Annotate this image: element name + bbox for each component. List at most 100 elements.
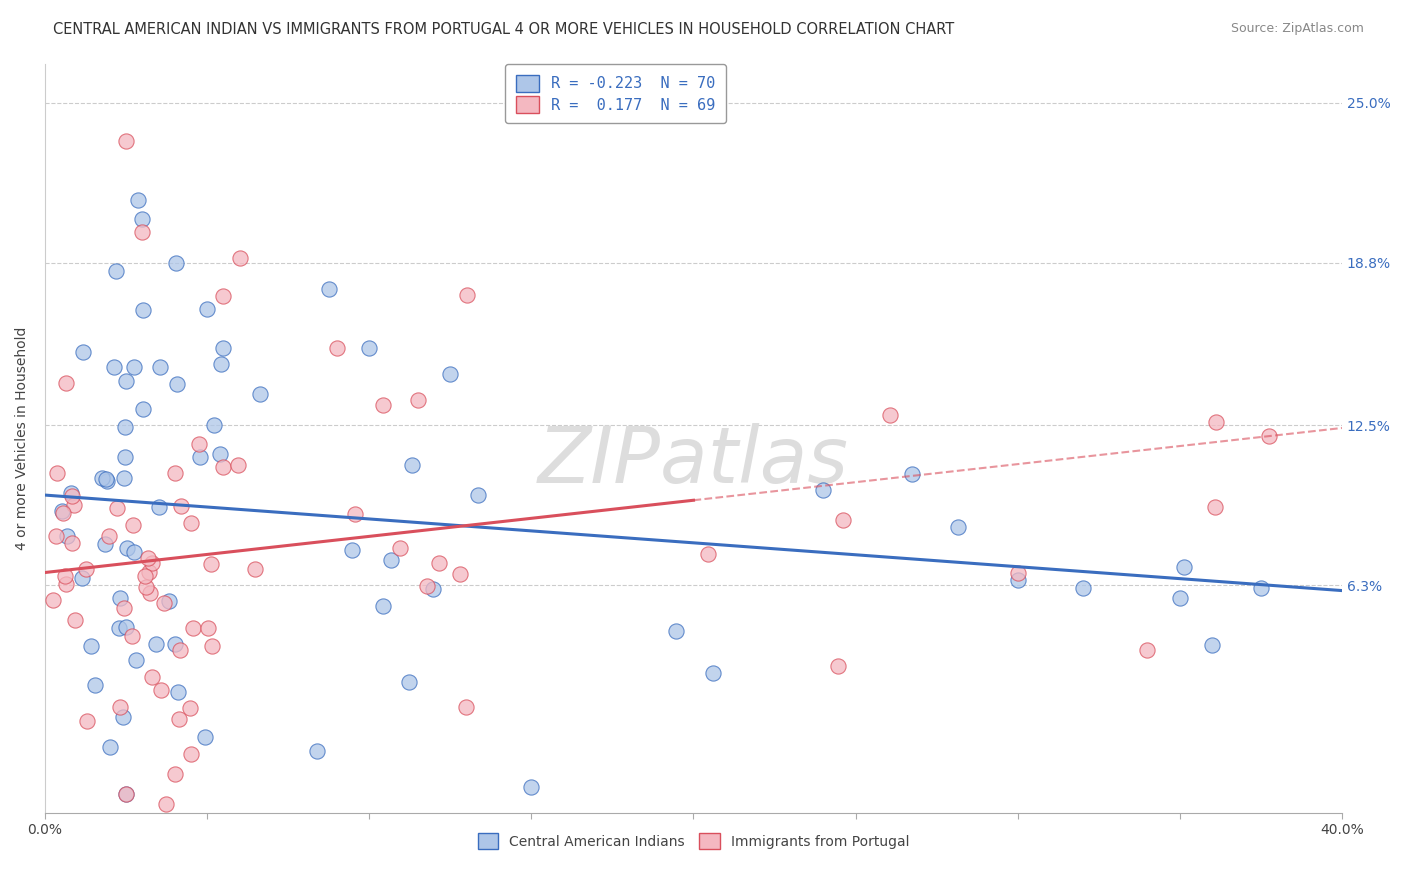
Point xyxy=(108,699,131,714)
Point xyxy=(1071,581,1094,595)
Point xyxy=(181,621,204,635)
Point xyxy=(901,467,924,481)
Point xyxy=(108,591,131,605)
Point xyxy=(228,251,250,265)
Point xyxy=(194,730,217,744)
Point xyxy=(163,767,186,781)
Point xyxy=(169,500,191,514)
Point xyxy=(180,747,202,761)
Point xyxy=(179,701,201,715)
Point xyxy=(56,529,79,543)
Point xyxy=(111,710,134,724)
Point xyxy=(401,458,423,472)
Text: ZIPatlas: ZIPatlas xyxy=(538,423,849,499)
Point xyxy=(149,682,172,697)
Point xyxy=(211,459,233,474)
Point xyxy=(124,544,146,558)
Point xyxy=(139,586,162,600)
Point xyxy=(318,282,340,296)
Point xyxy=(60,486,83,500)
Point xyxy=(114,450,136,464)
Point xyxy=(75,561,97,575)
Point xyxy=(389,541,412,555)
Point xyxy=(52,506,75,520)
Point xyxy=(380,553,402,567)
Point xyxy=(72,345,94,359)
Point xyxy=(131,225,153,239)
Point xyxy=(112,601,135,615)
Point xyxy=(96,474,118,488)
Point xyxy=(83,678,105,692)
Point xyxy=(1205,415,1227,429)
Point xyxy=(197,621,219,635)
Point xyxy=(249,386,271,401)
Point xyxy=(79,639,101,653)
Y-axis label: 4 or more Vehicles in Household: 4 or more Vehicles in Household xyxy=(15,326,30,550)
Point xyxy=(98,529,121,543)
Point xyxy=(200,558,222,572)
Point xyxy=(188,450,211,465)
Point xyxy=(208,447,231,461)
Point xyxy=(371,398,394,412)
Point xyxy=(343,507,366,521)
Point xyxy=(60,489,83,503)
Point xyxy=(141,670,163,684)
Point xyxy=(122,359,145,374)
Text: CENTRAL AMERICAN INDIAN VS IMMIGRANTS FROM PORTUGAL 4 OR MORE VEHICLES IN HOUSEH: CENTRAL AMERICAN INDIAN VS IMMIGRANTS FR… xyxy=(53,22,955,37)
Point xyxy=(212,341,235,355)
Point xyxy=(115,788,138,802)
Point xyxy=(169,712,191,726)
Point xyxy=(209,357,232,371)
Point xyxy=(305,744,328,758)
Point xyxy=(114,620,136,634)
Point xyxy=(65,613,87,627)
Point xyxy=(112,471,135,485)
Point xyxy=(948,520,970,534)
Point xyxy=(132,302,155,317)
Point xyxy=(467,488,489,502)
Point xyxy=(138,566,160,580)
Point xyxy=(46,467,69,481)
Point xyxy=(157,594,180,608)
Point xyxy=(439,367,461,381)
Point xyxy=(155,797,177,811)
Point xyxy=(62,498,84,512)
Point xyxy=(1136,643,1159,657)
Point xyxy=(100,739,122,754)
Point xyxy=(62,536,84,550)
Point xyxy=(131,211,153,226)
Point xyxy=(127,194,149,208)
Point xyxy=(94,536,117,550)
Point xyxy=(1201,638,1223,652)
Point xyxy=(406,392,429,407)
Point xyxy=(180,516,202,531)
Point xyxy=(202,418,225,433)
Point xyxy=(53,569,76,583)
Point xyxy=(135,580,157,594)
Point xyxy=(169,643,191,657)
Point xyxy=(121,629,143,643)
Point xyxy=(121,518,143,533)
Point xyxy=(115,788,138,802)
Point xyxy=(55,376,77,390)
Point xyxy=(696,547,718,561)
Text: Source: ZipAtlas.com: Source: ZipAtlas.com xyxy=(1230,22,1364,36)
Point xyxy=(42,593,65,607)
Point xyxy=(115,375,138,389)
Point xyxy=(879,409,901,423)
Point xyxy=(115,541,138,555)
Point xyxy=(1168,591,1191,606)
Point xyxy=(373,599,395,613)
Point xyxy=(76,714,98,728)
Point xyxy=(1173,560,1195,574)
Point xyxy=(326,341,349,355)
Point xyxy=(340,543,363,558)
Point xyxy=(145,637,167,651)
Point xyxy=(166,377,188,392)
Point xyxy=(228,458,250,472)
Point xyxy=(520,780,543,794)
Point xyxy=(188,437,211,451)
Point xyxy=(422,582,444,596)
Point xyxy=(165,637,187,651)
Point xyxy=(456,699,478,714)
